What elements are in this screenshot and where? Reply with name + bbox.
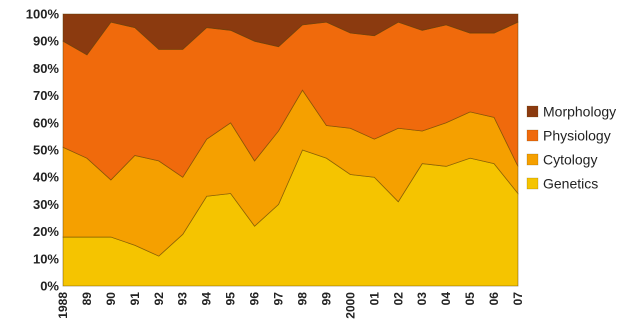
y-tick-label: 20% (33, 224, 59, 239)
y-tick-label: 80% (33, 61, 59, 76)
legend-label-morphology: Morphology (543, 104, 616, 120)
legend-swatch-cytology (526, 153, 539, 166)
y-tick-label: 50% (33, 143, 59, 158)
legend-swatch-genetics (526, 177, 539, 190)
y-tick-label: 90% (33, 34, 59, 49)
x-tick-label: 90 (104, 292, 118, 306)
y-tick-label: 100% (26, 7, 60, 22)
area-morphology (62, 13, 519, 56)
y-tick-label: 70% (33, 88, 59, 103)
legend-label-physiology: Physiology (543, 128, 611, 144)
y-tick-label: 60% (33, 115, 59, 130)
x-tick-label: 89 (80, 292, 94, 306)
legend-swatch-physiology (526, 129, 539, 142)
x-tick-label: 95 (224, 292, 238, 306)
x-tick-label: 97 (272, 292, 286, 306)
x-tick-label: 96 (248, 292, 262, 306)
x-tick-label: 94 (200, 292, 214, 306)
x-tick-label: 06 (487, 292, 501, 306)
x-tick-label: 91 (128, 292, 142, 306)
x-tick-label: 98 (295, 292, 309, 306)
x-axis: 1988 89 90 91 92 93 94 95 96 97 98 99 2000 01 02 03 04 05… (56, 292, 525, 319)
x-tick-label: 2000 (343, 292, 357, 319)
legend-label-cytology: Cytology (543, 152, 597, 168)
x-tick-label: 93 (176, 292, 190, 306)
x-tick-label: 02 (391, 292, 405, 306)
x-tick-label: 05 (463, 292, 477, 306)
y-tick-label: 0% (40, 279, 59, 294)
legend: Morphology Physiology Cytology Genetics (526, 104, 616, 192)
x-tick-label: 99 (319, 292, 333, 306)
x-tick-label: 1988 (56, 292, 70, 319)
legend-label-genetics: Genetics (543, 176, 598, 192)
x-tick-label: 03 (415, 292, 429, 306)
y-tick-label: 10% (33, 251, 59, 266)
x-tick-label: 01 (367, 292, 381, 306)
y-axis: 0% 10% 20% 30% 40% 50% 60% 70% 80% 90% 100% (26, 7, 60, 294)
x-tick-label: 07 (511, 292, 525, 306)
legend-swatch-morphology (526, 105, 539, 118)
x-tick-label: 04 (439, 292, 453, 306)
plot-area (62, 13, 519, 287)
y-tick-label: 40% (33, 170, 59, 185)
y-tick-label: 30% (33, 197, 59, 212)
x-tick-label: 92 (152, 292, 166, 306)
